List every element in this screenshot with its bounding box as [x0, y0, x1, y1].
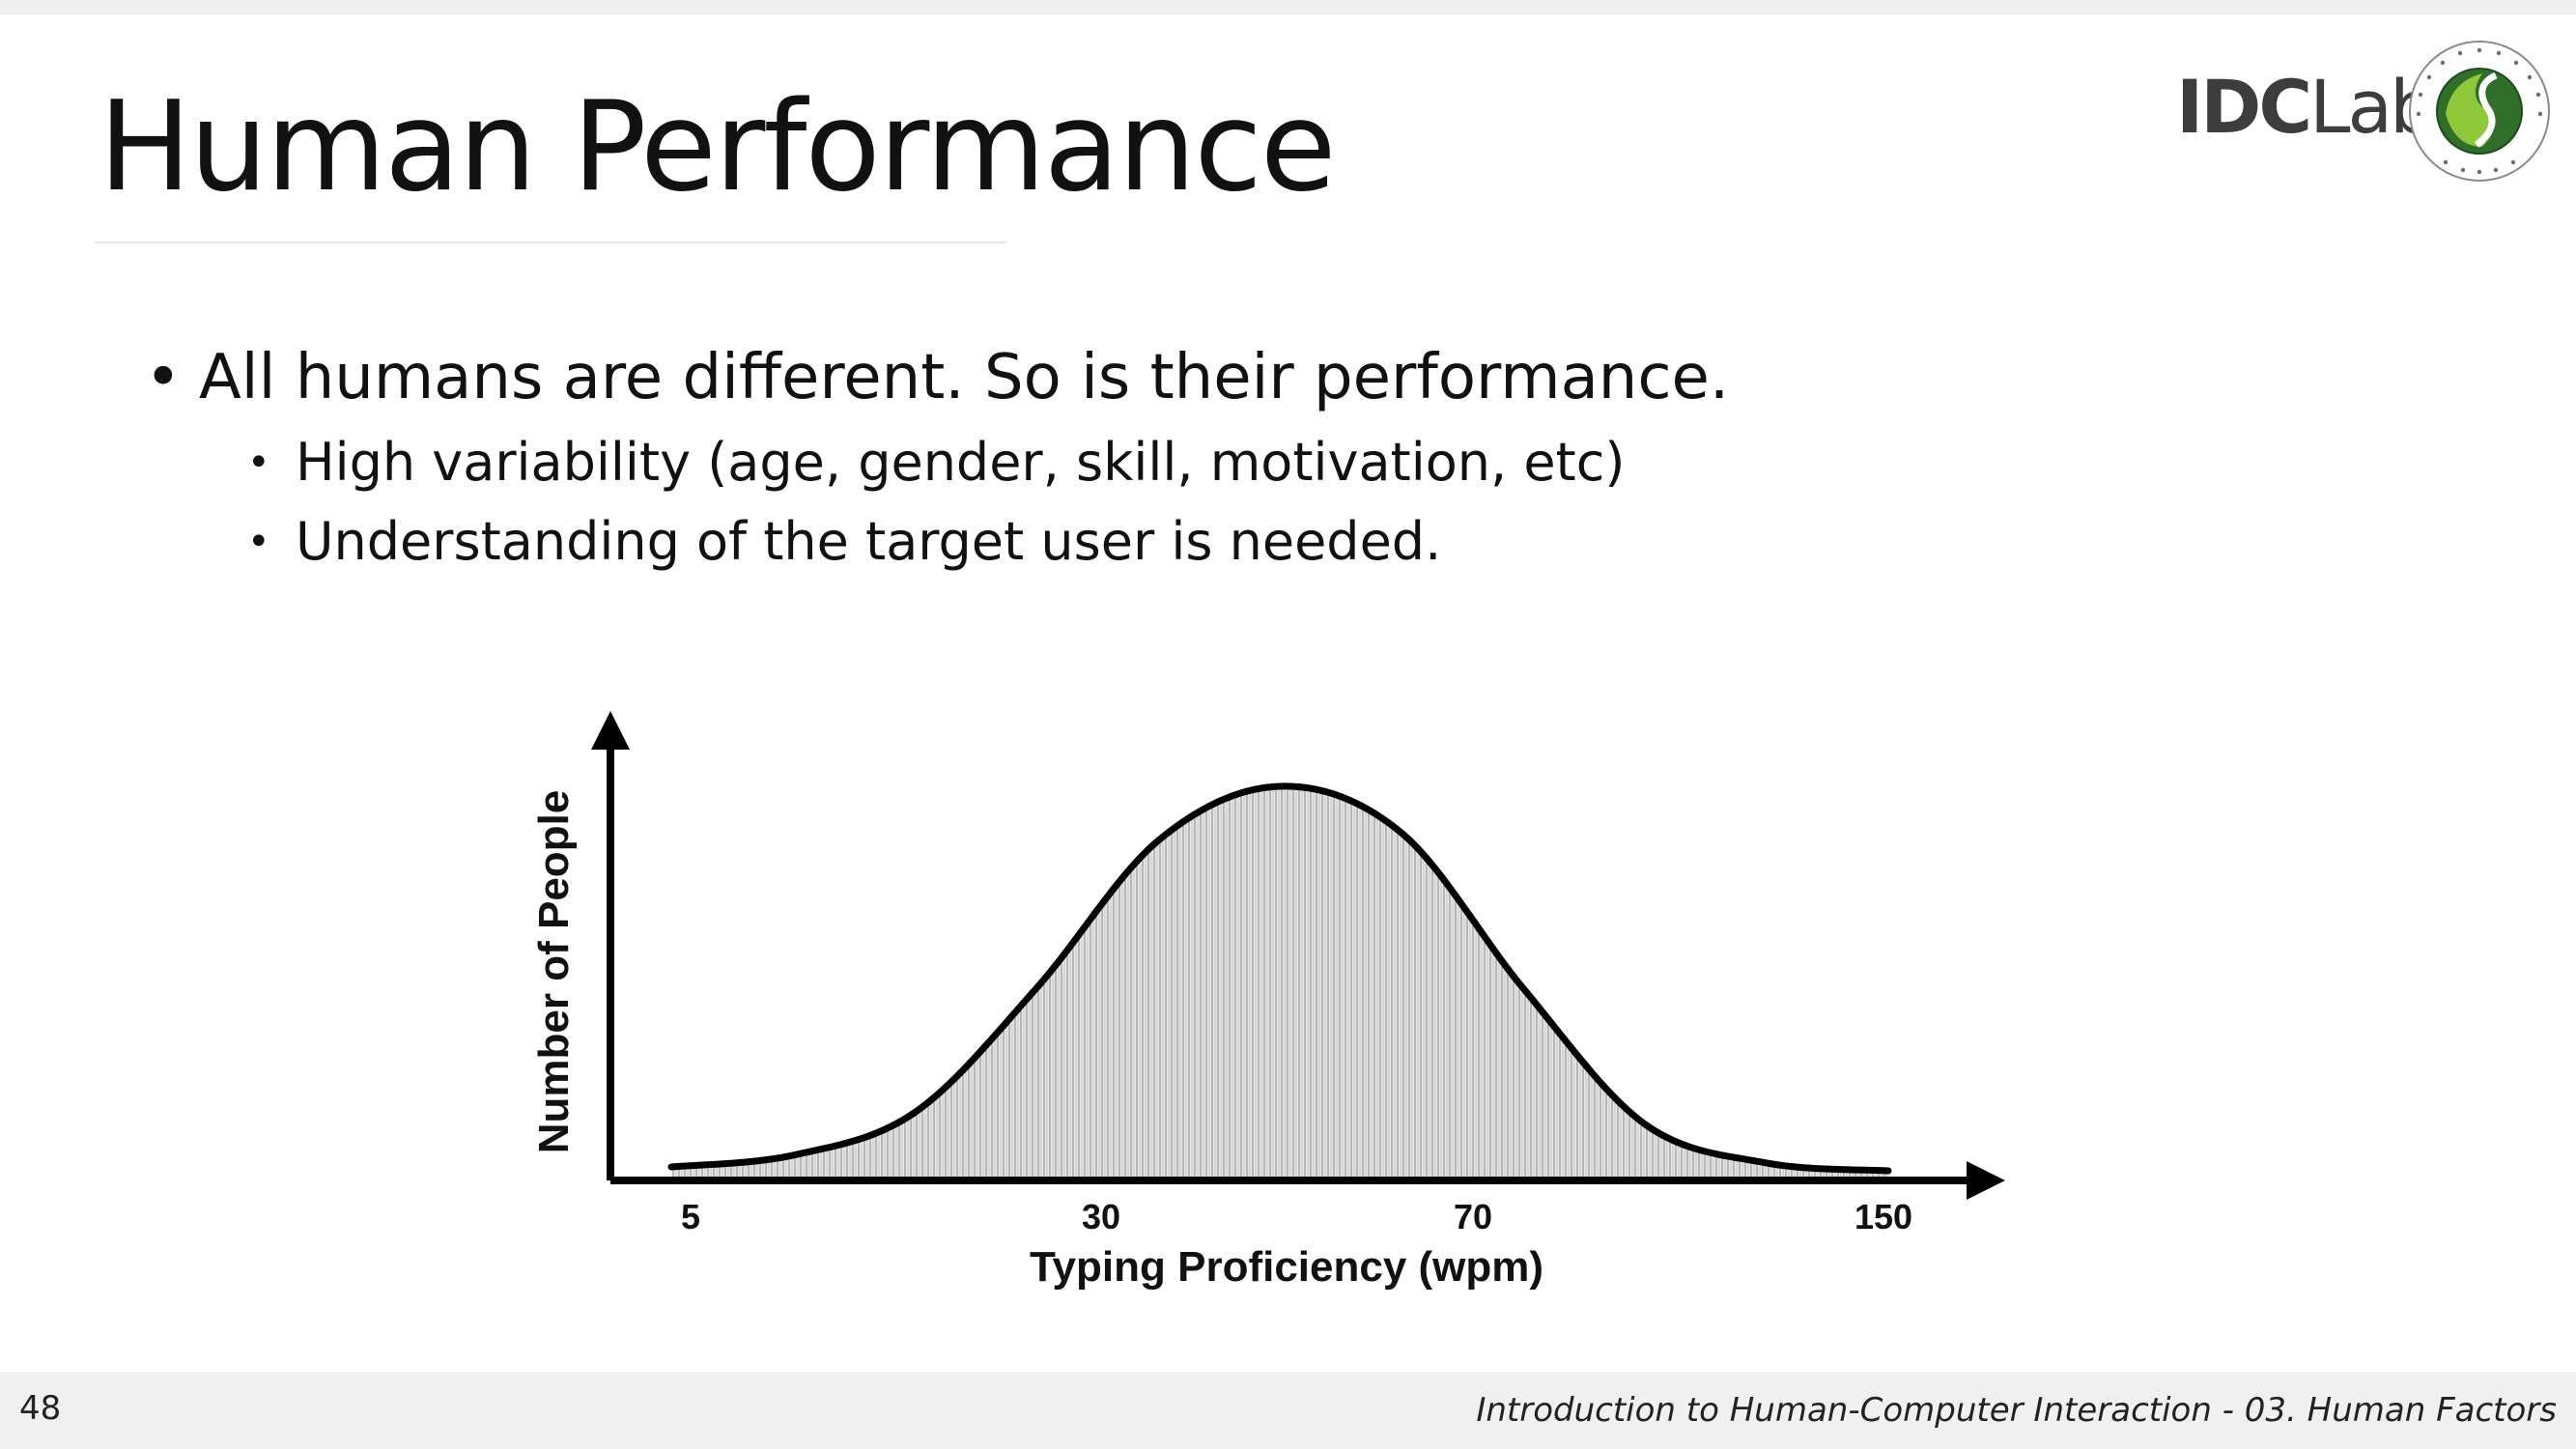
x-tick-label: 30: [1082, 1197, 1120, 1236]
bullet-dot-icon: •: [247, 440, 270, 485]
title-divider: [95, 242, 1006, 243]
bell-curve-line: [667, 782, 1892, 1175]
idclab-logo: IDCLab: [2176, 64, 2436, 151]
typing-proficiency-chart: 5 30 70 150 Typing Proficiency (wpm) Number…: [530, 711, 2005, 1291]
bullet-level1: • All humans are different. So is their p…: [145, 332, 1729, 423]
page-number: 48: [19, 1389, 62, 1428]
x-tick-label: 5: [681, 1197, 700, 1236]
slide-footer: 48 Introduction to Human-Computer Intera…: [0, 1372, 2576, 1449]
x-tick-label: 150: [1854, 1197, 1912, 1236]
bullet-dot-icon: •: [145, 342, 182, 413]
logo-bold-text: IDC: [2176, 64, 2312, 150]
x-axis-title: Typing Proficiency (wpm): [1030, 1243, 1543, 1291]
curve-fill-area: [671, 785, 1888, 1177]
top-strip: [0, 0, 2576, 14]
bullet-list: • All humans are different. So is their p…: [145, 332, 1729, 582]
bullet-text: Understanding of the target user is need…: [296, 511, 1442, 572]
bullet-level2: • High variability (age, gender, skill, m…: [247, 423, 1729, 502]
university-seal-logo: [2409, 41, 2550, 182]
slide-title: Human Performance: [99, 75, 1336, 219]
bullet-text: High variability (age, gender, skill, mo…: [296, 432, 1626, 493]
bullet-level2: • Understanding of the target user is nee…: [247, 502, 1729, 582]
y-axis-title: Number of People: [530, 790, 578, 1154]
course-footer-text: Introduction to Human-Computer Interacti…: [1476, 1391, 2557, 1430]
bullet-text: All humans are different. So is their pe…: [199, 342, 1730, 413]
x-tick-label: 70: [1454, 1197, 1492, 1236]
bullet-dot-icon: •: [247, 520, 270, 564]
